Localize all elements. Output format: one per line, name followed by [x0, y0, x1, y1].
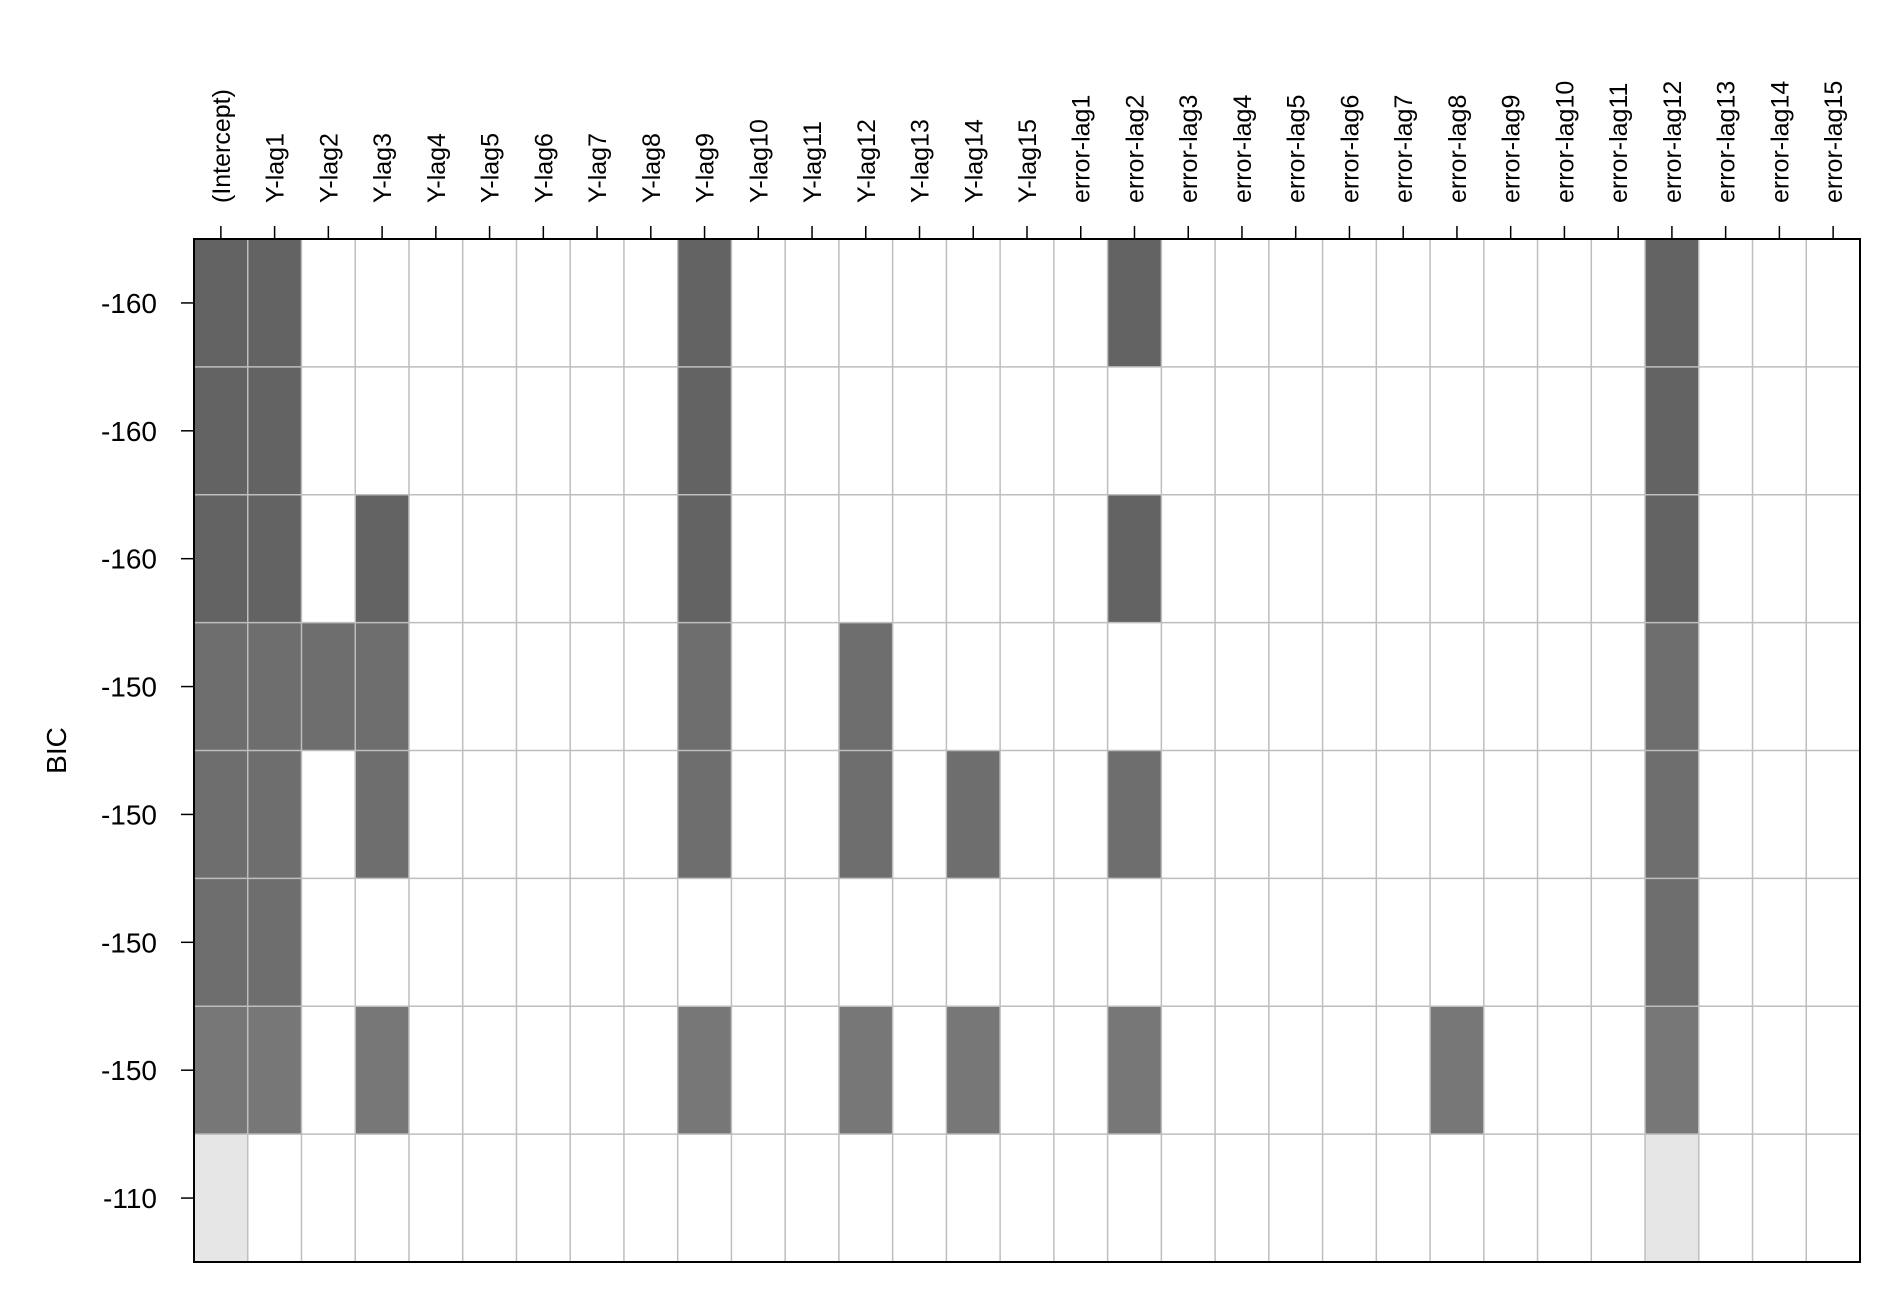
x-tick-label: Y-lag11	[799, 121, 827, 203]
cell-row6-intercept	[194, 878, 248, 1007]
cell-row1-y-lag1	[247, 239, 302, 367]
y-tick-label: -150	[101, 1055, 157, 1086]
grid-layer	[194, 239, 1860, 1262]
x-tick-label: Y-lag6	[530, 133, 558, 203]
x-tick-label: Y-lag15	[1014, 119, 1042, 203]
x-tick-label: error-lag8	[1444, 95, 1472, 203]
cell-row4-y-lag1	[247, 622, 302, 751]
cell-row6-error-lag12	[1645, 878, 1699, 1007]
cell-row8-error-lag12	[1645, 1134, 1699, 1262]
cell-row2-y-lag1	[247, 366, 302, 495]
cell-row4-y-lag12	[838, 622, 893, 751]
x-tick-label: error-lag14	[1766, 81, 1794, 203]
x-tick-label: error-lag2	[1121, 95, 1149, 203]
x-tick-label: error-lag3	[1175, 95, 1203, 203]
y-tick-label: -150	[101, 672, 157, 703]
x-tick-label: Y-lag2	[315, 133, 343, 203]
x-tick-label: Y-lag10	[745, 119, 773, 203]
cell-row5-error-lag2	[1107, 750, 1162, 879]
axis-layer: (Intercept) Y-lag1 Y-lag2 Y-lag3 Y-lag4 Y-lag…	[101, 81, 1861, 1263]
x-tick-label: error-lag9	[1498, 95, 1526, 203]
x-tick-label: Y-lag14	[960, 119, 988, 203]
cell-row5-error-lag12	[1645, 750, 1699, 879]
cell-row1-error-lag2	[1107, 239, 1162, 367]
x-tick-label: Y-lag9	[692, 133, 720, 203]
cell-row7-error-lag2	[1107, 1006, 1162, 1135]
cell-row4-intercept	[194, 622, 248, 751]
x-tick-label: Y-lag4	[423, 133, 451, 203]
x-tick-label: Y-lag5	[477, 133, 505, 203]
x-tick-label: Y-lag8	[638, 133, 666, 203]
y-tick-label: -150	[101, 927, 157, 958]
cell-row4-y-lag2	[301, 622, 356, 751]
cell-row4-y-lag3	[355, 622, 409, 751]
cell-row7-y-lag14	[946, 1006, 1001, 1135]
x-tick-label: error-lag7	[1390, 95, 1418, 203]
cell-row2-error-lag12	[1645, 366, 1699, 495]
cell-row4-y-lag9	[677, 622, 732, 751]
x-tick-label: error-lag5	[1283, 95, 1311, 203]
x-tick-label: Y-lag7	[584, 133, 612, 203]
cell-row7-intercept	[194, 1006, 248, 1135]
cell-row3-y-lag3	[355, 494, 409, 623]
cell-row2-intercept	[194, 366, 248, 495]
cell-row7-y-lag9	[677, 1006, 732, 1135]
x-tick-label: Y-lag13	[907, 119, 935, 203]
cell-row7-error-lag8	[1430, 1006, 1484, 1135]
x-tick-label: error-lag11	[1605, 83, 1633, 203]
cell-row3-error-lag12	[1645, 494, 1699, 623]
cell-row1-y-lag9	[677, 239, 732, 367]
y-tick-label: -110	[103, 1183, 157, 1214]
x-tick-label: error-lag10	[1551, 81, 1579, 203]
y-axis-title: BIC	[41, 727, 72, 774]
cell-row3-y-lag9	[677, 494, 732, 623]
y-tick-label: -160	[101, 288, 157, 319]
x-tick-label: error-lag12	[1659, 81, 1687, 203]
cell-row7-y-lag3	[355, 1006, 409, 1135]
y-tick-label: -150	[101, 799, 157, 830]
cell-row5-y-lag3	[355, 750, 409, 879]
cell-row5-y-lag14	[946, 750, 1001, 879]
cell-row6-y-lag1	[247, 878, 302, 1007]
cell-row1-intercept	[194, 239, 248, 367]
cell-row5-intercept	[194, 750, 248, 879]
x-tick-label: error-lag13	[1713, 81, 1741, 203]
cell-row4-error-lag12	[1645, 622, 1699, 751]
cell-row1-error-lag12	[1645, 239, 1699, 367]
cell-row3-error-lag2	[1107, 494, 1162, 623]
x-tick-label: Y-lag3	[369, 133, 397, 203]
cell-row7-error-lag12	[1645, 1006, 1699, 1135]
x-tick-label: error-lag15	[1820, 81, 1848, 203]
y-tick-label: -160	[101, 544, 157, 575]
x-tick-label: (Intercept)	[208, 89, 236, 203]
y-tick-label: -160	[101, 416, 157, 447]
cell-row5-y-lag9	[677, 750, 732, 879]
cell-row3-intercept	[194, 494, 248, 623]
x-tick-label: error-lag4	[1229, 95, 1257, 203]
cell-row7-y-lag1	[247, 1006, 302, 1135]
cell-row8-intercept	[194, 1134, 248, 1262]
cell-row3-y-lag1	[247, 494, 302, 623]
x-tick-label: Y-lag12	[853, 119, 881, 203]
x-tick-label: error-lag1	[1068, 95, 1096, 203]
cell-row7-y-lag12	[838, 1006, 893, 1135]
cell-row2-y-lag9	[677, 366, 732, 495]
cell-row5-y-lag1	[247, 750, 302, 879]
x-tick-label: error-lag6	[1336, 95, 1364, 203]
cell-row5-y-lag12	[838, 750, 893, 879]
x-tick-label: Y-lag1	[262, 133, 290, 203]
